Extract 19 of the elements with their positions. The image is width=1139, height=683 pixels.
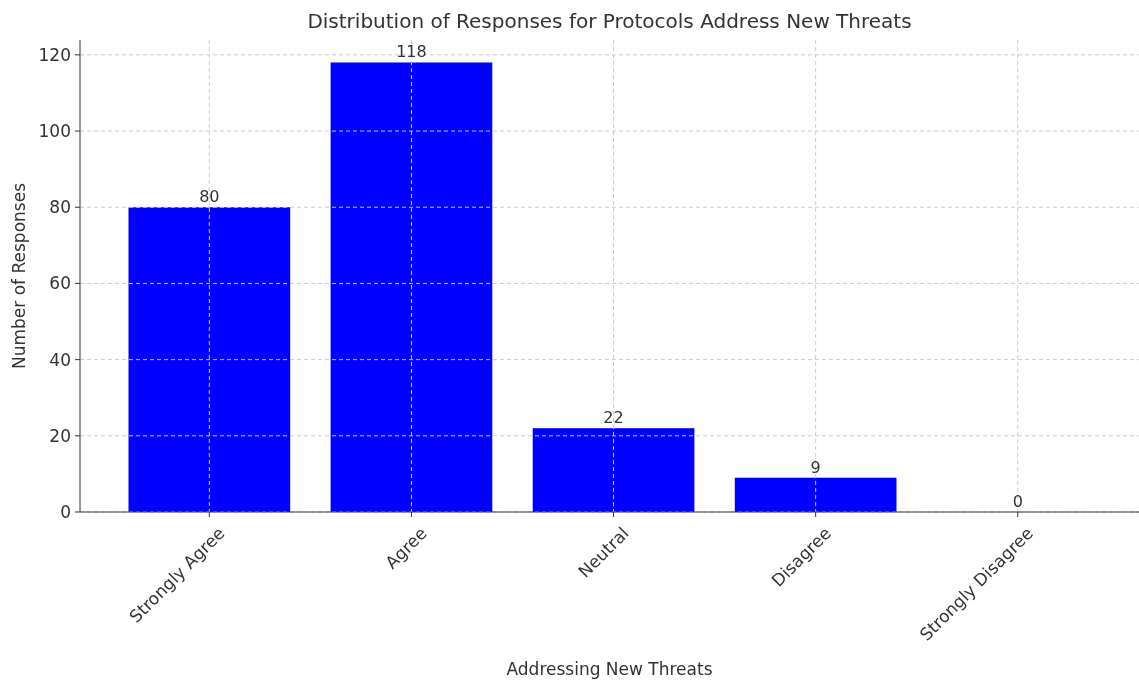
chart-title: Distribution of Responses for Protocols Address New Threats (307, 9, 912, 33)
data-label: 9 (810, 457, 821, 477)
y-tick-label: 60 (49, 273, 71, 294)
y-tick-label: 40 (49, 349, 71, 370)
data-label: 80 (199, 187, 220, 207)
data-label: 22 (603, 408, 624, 428)
y-tick-label: 0 (60, 501, 71, 522)
y-tick-label: 100 (38, 121, 71, 141)
x-axis-title: Addressing New Threats (506, 659, 713, 679)
y-axis-title: Number of Responses (9, 182, 29, 369)
bar (330, 62, 493, 512)
y-tick-label: 120 (38, 44, 71, 65)
bar (128, 207, 291, 512)
y-tick-label: 80 (49, 197, 71, 218)
bar (734, 477, 897, 512)
data-label: 0 (1012, 492, 1023, 511)
bar (532, 428, 695, 512)
y-tick-label: 20 (49, 425, 71, 446)
data-label: 118 (396, 42, 427, 62)
